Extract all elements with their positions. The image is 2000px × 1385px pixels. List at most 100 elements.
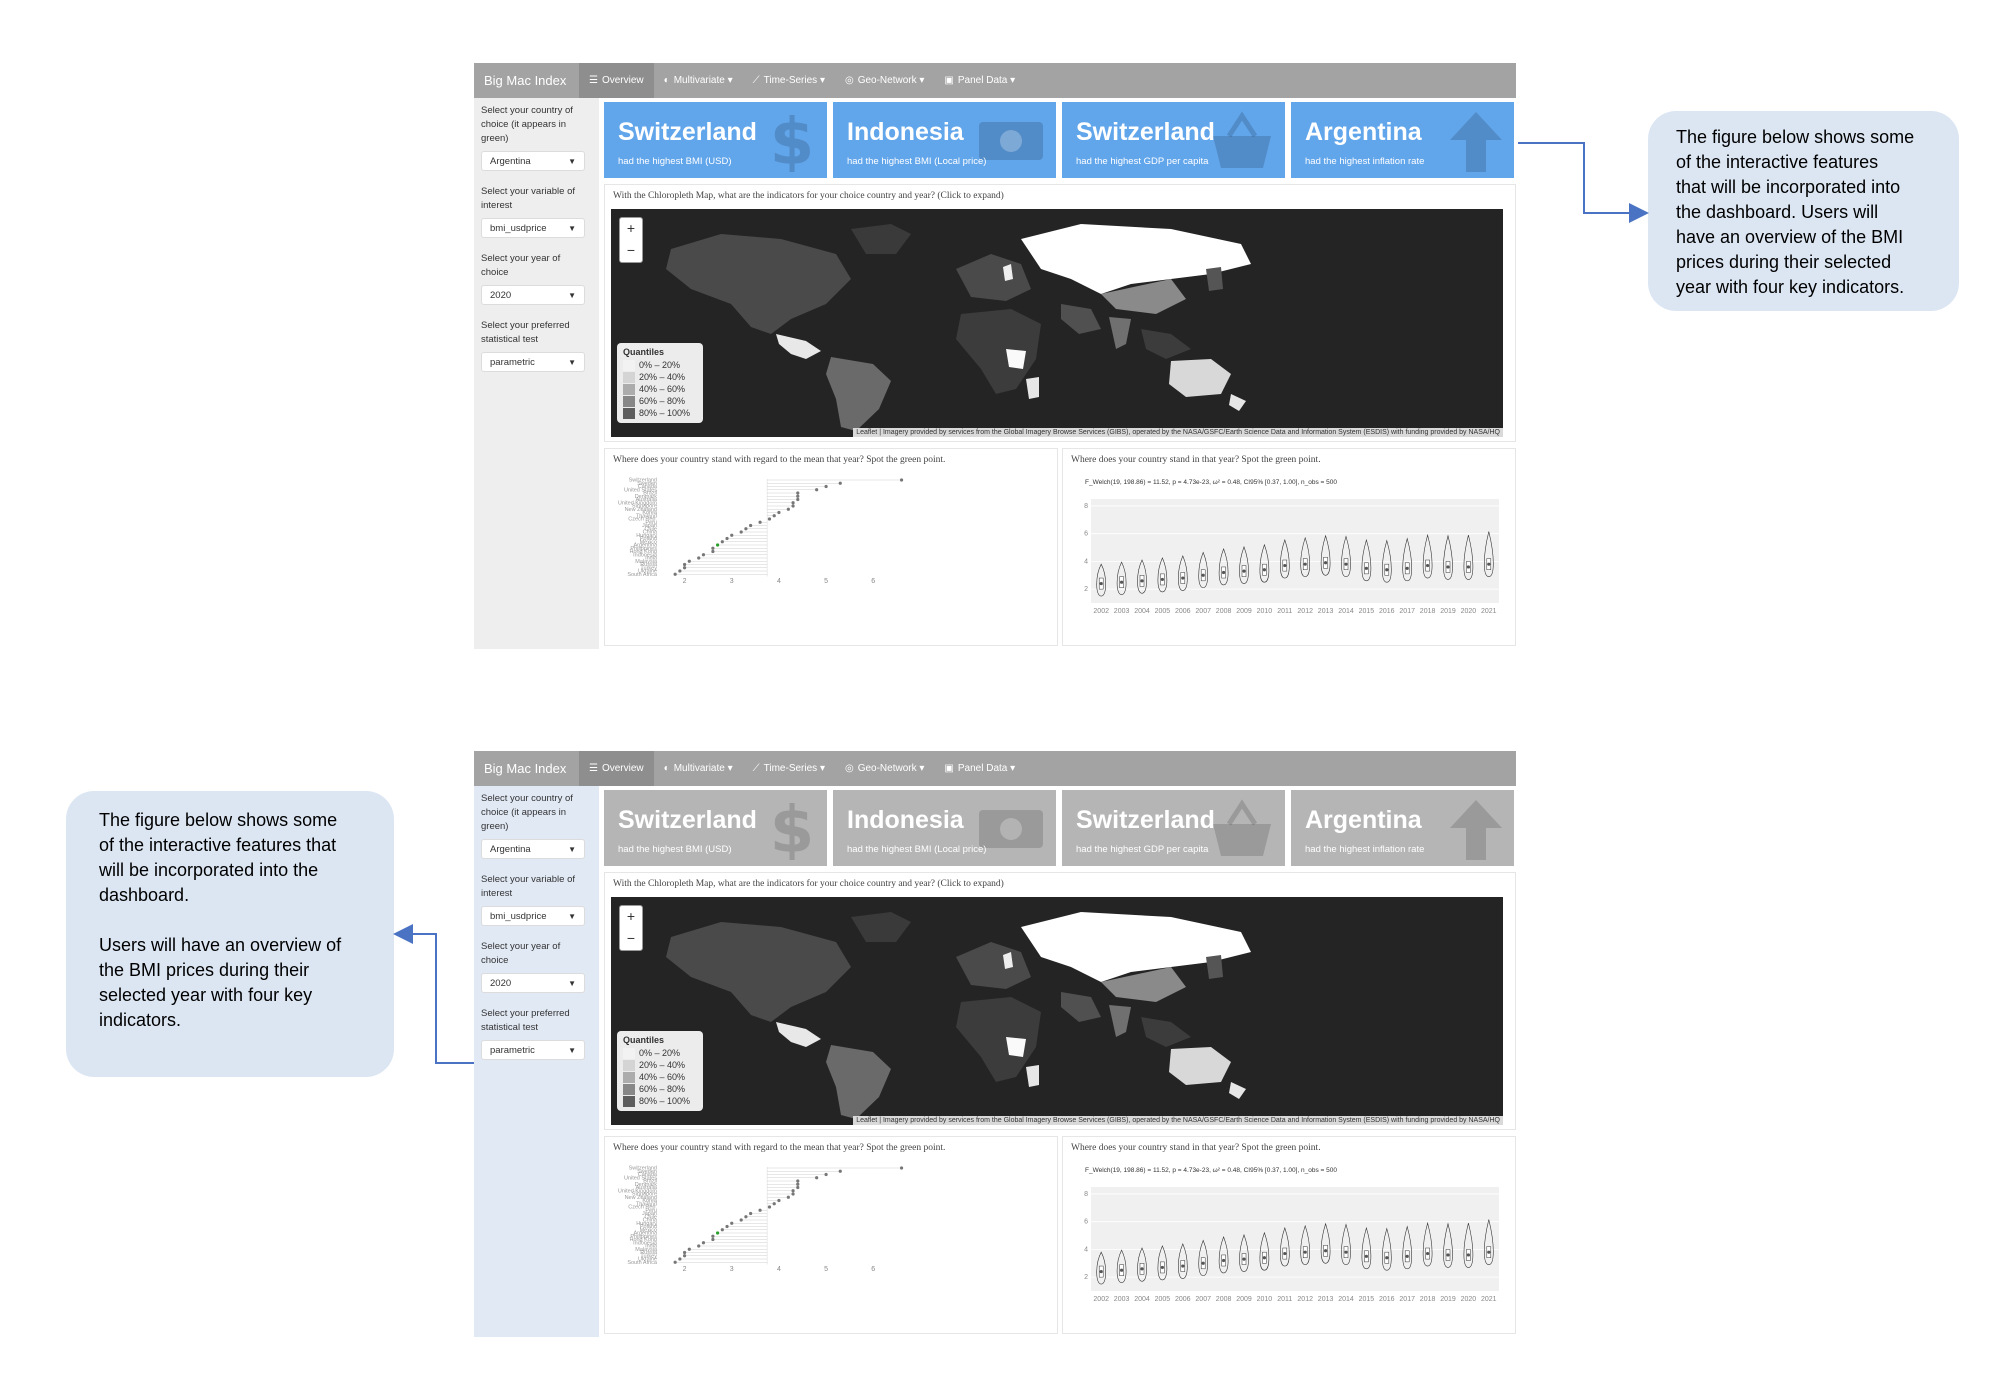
data-point: [899, 478, 904, 482]
zoom-control: + −: [619, 905, 643, 951]
map-legend: Quantiles 0% – 20% 20% – 40% 40% – 60% 6…: [617, 1031, 703, 1111]
tab-overview[interactable]: ☰ Overview: [579, 63, 654, 98]
dot-panel-title: Where does your country stand with regar…: [613, 1143, 946, 1153]
value-box-gdp: Switzerland had the highest GDP per capi…: [1062, 790, 1285, 866]
median-point: [1426, 563, 1430, 568]
x-tick-label: 2009: [1236, 608, 1252, 615]
x-tick-label: 2013: [1318, 608, 1334, 615]
choropleth-map[interactable]: + − Quantiles 0% – 20% 20% – 40% 40% – 6…: [611, 209, 1503, 437]
caret-down-icon: ▼: [568, 911, 576, 921]
median-point: [1385, 1256, 1389, 1260]
violin-shape: [1116, 561, 1127, 595]
violin-shape: [1341, 1223, 1351, 1265]
x-tick-label: 5: [824, 1266, 828, 1273]
data-point: [791, 501, 795, 505]
violin-shape: [1361, 538, 1372, 582]
country-select[interactable]: Argentina ▼: [481, 151, 585, 171]
zoom-in-button[interactable]: +: [626, 220, 636, 236]
median-point: [1222, 570, 1226, 575]
category-label: Hungary: [636, 1221, 657, 1227]
x-tick-label: 2020: [1461, 1296, 1477, 1303]
variable-select[interactable]: bmi_usdprice ▼: [481, 218, 585, 238]
tab-multivariate[interactable]: ◐ Multivariate ▾: [654, 751, 743, 786]
data-point: [711, 1234, 715, 1238]
x-tick-label: 2004: [1134, 1296, 1150, 1303]
tab-overview[interactable]: ☰ Overview: [579, 751, 654, 786]
zoom-control: + −: [619, 217, 643, 263]
year-select[interactable]: 2020 ▼: [481, 973, 585, 993]
variable-label: Select your variable of interest: [481, 186, 575, 211]
map-panel-title[interactable]: With the Chloropleth Map, what are the i…: [613, 191, 1004, 201]
violin-panel-title: Where does your country stand in that ye…: [1071, 1143, 1321, 1153]
median-point: [1160, 577, 1164, 582]
y-tick-label: 6: [1084, 1219, 1088, 1226]
x-tick-label: 2020: [1461, 608, 1477, 615]
map-panel-title[interactable]: With the Chloropleth Map, what are the i…: [613, 879, 1004, 889]
category-label: Hungary: [636, 533, 657, 539]
basket-icon: [1213, 111, 1271, 168]
x-tick-label: 2015: [1359, 608, 1375, 615]
category-label: Turkey: [640, 565, 657, 571]
year-label: Select your year of choice: [481, 941, 561, 966]
country-label: Select your country of choice (it appear…: [481, 793, 573, 832]
value-box-bmi-usd: Switzerland had the highest BMI (USD) $: [604, 790, 827, 866]
tab-multivariate[interactable]: ◐ Multivariate ▾: [654, 63, 743, 98]
year-label: Select your year of choice: [481, 253, 561, 278]
category-label: Thailand: [636, 513, 657, 519]
category-label: Chile: [644, 1214, 657, 1220]
map-attribution[interactable]: Leaflet | Imagery provided by services f…: [853, 428, 1503, 437]
category-label: Korea: [642, 1198, 658, 1204]
violin-stat-label: F_Welch(19, 198.86) = 11.52, p = 4.73e-2…: [1085, 1167, 1338, 1174]
legend-swatch: [623, 1095, 635, 1107]
x-tick-label: 2014: [1338, 1296, 1354, 1303]
list-icon: ☰: [589, 763, 598, 774]
x-tick-label: 2018: [1420, 1296, 1436, 1303]
legend-swatch: [623, 1071, 635, 1083]
variable-select[interactable]: bmi_usdprice ▼: [481, 906, 585, 926]
tab-geo-network[interactable]: ◎ Geo-Network ▾: [835, 63, 934, 98]
x-tick-label: 2021: [1481, 608, 1497, 615]
category-label: Switzerland: [629, 478, 657, 484]
tab-panel-data[interactable]: ▣ Panel Data ▾: [934, 63, 1025, 98]
data-point: [739, 530, 743, 534]
tab-label: Overview: [601, 75, 644, 86]
category-label: India: [645, 556, 658, 562]
data-point: [796, 494, 800, 498]
median-point: [1344, 1250, 1348, 1254]
test-select[interactable]: parametric ▼: [481, 1040, 585, 1060]
choropleth-map[interactable]: + − Quantiles 0% – 20% 20% – 40% 40% – 6…: [611, 897, 1503, 1125]
violin-shape: [1422, 533, 1433, 579]
category-label: Hong Kong: [629, 1237, 657, 1243]
tab-geo-network[interactable]: ◎ Geo-Network ▾: [835, 751, 934, 786]
violin-stat-label: F_Welch(19, 198.86) = 11.52, p = 4.73e-2…: [1085, 479, 1338, 486]
svg-text:$: $: [770, 110, 815, 172]
data-point: [838, 1169, 842, 1173]
violin-panel-title: Where does your country stand in that ye…: [1071, 455, 1321, 465]
zoom-in-button[interactable]: +: [626, 908, 636, 924]
test-select[interactable]: parametric ▼: [481, 352, 585, 372]
map-attribution[interactable]: Leaflet | Imagery provided by services f…: [853, 1116, 1503, 1125]
violin-shape: [1320, 534, 1331, 576]
brand-title[interactable]: Big Mac Index: [484, 761, 567, 776]
brand-title[interactable]: Big Mac Index: [484, 73, 567, 88]
tab-time-series[interactable]: ⟋ Time-Series ▾: [743, 63, 835, 98]
tab-panel-data[interactable]: ▣ Panel Data ▾: [934, 751, 1025, 786]
year-select[interactable]: 2020 ▼: [481, 285, 585, 305]
caret-down-icon: ▼: [568, 357, 576, 367]
tab-time-series[interactable]: ⟋ Time-Series ▾: [743, 751, 835, 786]
median-point: [1201, 573, 1205, 577]
country-select[interactable]: Argentina ▼: [481, 839, 585, 859]
data-point: [716, 543, 720, 547]
median-point: [1446, 1253, 1450, 1257]
legend-label: 40% – 60%: [639, 1072, 686, 1082]
violin-shape: [1484, 1219, 1494, 1265]
zoom-out-button[interactable]: −: [626, 930, 636, 946]
violin-shape: [1361, 1226, 1372, 1270]
globe-icon: ◎: [844, 763, 854, 774]
category-label: Argentina: [633, 1231, 657, 1237]
zoom-out-button[interactable]: −: [626, 242, 636, 258]
category-label: Canada: [638, 484, 658, 490]
value-box-subtitle: had the highest BMI (Local price): [847, 844, 987, 855]
svg-text:$: $: [770, 798, 815, 860]
x-tick-label: 2008: [1216, 608, 1232, 615]
